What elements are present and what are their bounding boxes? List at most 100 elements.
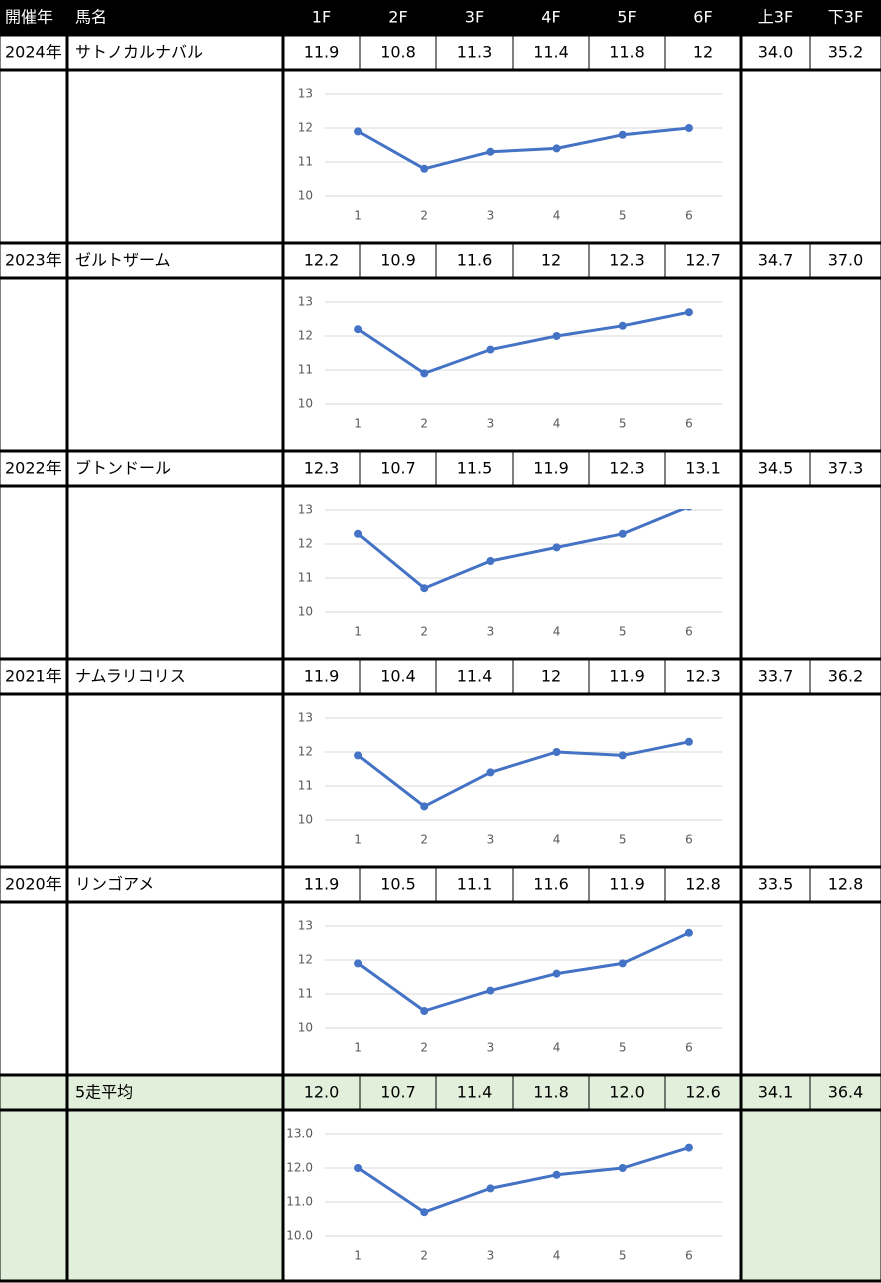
data-point: [684, 737, 693, 746]
x-tick-label: 1: [354, 625, 362, 639]
x-tick-label: 3: [487, 833, 495, 847]
header-cell: 6F: [693, 8, 712, 27]
x-tick-label: 4: [553, 833, 561, 847]
plot: [354, 1143, 693, 1217]
header-cell: 下3F: [828, 8, 863, 27]
data-point: [420, 369, 429, 378]
value-cell: 37.3: [828, 459, 864, 478]
data-point: [618, 959, 627, 968]
value-cell: 12.0: [304, 1083, 340, 1102]
value-cell: 11.3: [457, 43, 493, 62]
header-cell: 馬名: [75, 8, 107, 27]
value-cell: 11.8: [609, 43, 645, 62]
data-point: [420, 584, 429, 593]
value-cell: 37.0: [828, 251, 864, 270]
x-tick-label: 2: [420, 209, 428, 223]
data-point: [618, 529, 627, 538]
line-series: [357, 931, 690, 1013]
name-cell: 5走平均: [75, 1083, 133, 1102]
data-point: [486, 1184, 495, 1193]
x-tick-label: 4: [553, 625, 561, 639]
chart-bg: [283, 1110, 741, 1281]
value-cell: 12.6: [685, 1083, 721, 1102]
y-tick-label: 10: [298, 605, 313, 619]
data-point: [552, 969, 561, 978]
x-tick-label: 5: [619, 1249, 627, 1263]
y-tick-label: 12: [298, 121, 313, 135]
y-tick-label: 11: [298, 571, 313, 585]
x-tick-label: 2: [420, 625, 428, 639]
line-series: [357, 740, 690, 808]
header-cell: 2F: [388, 8, 407, 27]
line-series: [357, 126, 690, 171]
value-cell: 11.4: [457, 667, 493, 686]
data-point: [618, 1164, 627, 1172]
x-tick-label: 6: [685, 625, 693, 639]
value-cell: 11.1: [457, 875, 493, 894]
header-bg: [0, 0, 881, 35]
value-cell: 36.4: [828, 1083, 864, 1102]
value-cell: 36.2: [828, 667, 864, 686]
x-tick-label: 2: [420, 1041, 428, 1055]
x-tick-label: 5: [619, 833, 627, 847]
y-tick-label: 12: [298, 953, 313, 967]
plot: [354, 509, 693, 593]
plot: [354, 308, 693, 378]
x-tick-label: 1: [354, 209, 362, 223]
data-point: [685, 509, 693, 511]
x-tick-label: 2: [420, 833, 428, 847]
y-tick-label: 13: [298, 295, 313, 309]
x-tick-label: 2: [420, 1249, 428, 1263]
data-point: [486, 147, 495, 156]
value-cell: 33.7: [758, 667, 794, 686]
name-cell: ナムラリコリス: [75, 667, 186, 686]
value-cell: 12: [541, 251, 561, 270]
value-cell: 11.9: [609, 667, 645, 686]
plot: [354, 124, 693, 173]
value-cell: 34.7: [758, 251, 794, 270]
data-point: [420, 1208, 429, 1217]
y-tick-label: 11.0: [286, 1195, 313, 1209]
x-tick-label: 5: [619, 417, 627, 431]
value-cell: 10.4: [380, 667, 416, 686]
plot: [354, 737, 693, 811]
value-cell: 11.9: [304, 667, 340, 686]
line-series: [357, 1146, 690, 1214]
y-tick-label: 13: [298, 87, 313, 101]
header-cell: 開催年: [5, 8, 53, 27]
value-cell: 12: [541, 667, 561, 686]
y-tick-label: 13: [298, 503, 313, 517]
data-point: [684, 124, 693, 132]
value-cell: 34.1: [758, 1083, 794, 1102]
data-point: [684, 1143, 693, 1152]
value-cell: 10.7: [380, 459, 416, 478]
x-tick-label: 2: [420, 417, 428, 431]
line-series: [357, 310, 690, 375]
value-cell: 12.3: [609, 459, 645, 478]
name-cell: ゼルトザーム: [75, 251, 171, 270]
y-tick-label: 12.0: [286, 1161, 313, 1175]
data-point: [618, 321, 627, 330]
x-tick-label: 5: [619, 625, 627, 639]
x-tick-label: 1: [354, 417, 362, 431]
x-tick-label: 5: [619, 1041, 627, 1055]
data-point: [354, 959, 363, 968]
value-cell: 11.9: [609, 875, 645, 894]
y-tick-label: 13: [298, 919, 313, 933]
y-tick-label: 11: [298, 987, 313, 1001]
data-point: [420, 1007, 429, 1015]
data-point: [552, 144, 561, 153]
plot: [354, 928, 693, 1015]
data-point: [618, 751, 627, 760]
data-point: [486, 768, 495, 777]
value-cell: 34.0: [758, 43, 794, 62]
x-tick-label: 1: [354, 1041, 362, 1055]
value-cell: 10.7: [380, 1083, 416, 1102]
data-point: [486, 345, 495, 354]
year-cell: 2023年: [5, 251, 62, 270]
x-tick-label: 4: [553, 1041, 561, 1055]
y-tick-label: 10: [298, 189, 313, 203]
value-cell: 11.6: [533, 875, 569, 894]
value-cell: 11.9: [304, 43, 340, 62]
